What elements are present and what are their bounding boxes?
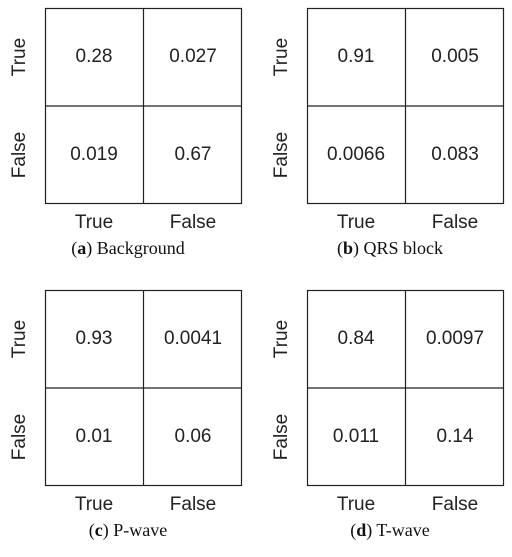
cell-true-true: 0.91	[337, 46, 375, 67]
cell-false-true: 0.0066	[326, 144, 386, 165]
panel-caption: (b) QRS block	[336, 238, 444, 258]
cell-false-false: 0.06	[174, 426, 212, 447]
panel-caption: (d) T-wave	[350, 520, 430, 540]
matrix-grid: 0.84 0.0097 0.011 0.14	[306, 289, 505, 487]
matrix-grid-lines	[44, 289, 243, 487]
confusion-matrix-panel-b: True False 0.91 0.005 0.0066 0.083 True …	[262, 0, 512, 275]
cell-false-true: 0.019	[70, 144, 118, 165]
row-label-false: False	[0, 388, 40, 486]
col-label-false: False	[431, 494, 479, 515]
row-label-false-text: False	[9, 413, 30, 461]
cell-true-true: 0.84	[337, 328, 375, 349]
confusion-matrix-panel-c: True False 0.93 0.0041 0.01 0.06 True Fa…	[0, 282, 256, 557]
col-label-true: True	[74, 494, 114, 515]
row-label-false: False	[0, 106, 40, 204]
caption-text: P-wave	[113, 520, 168, 540]
matrix-grid-lines	[306, 7, 505, 205]
col-label-true: True	[336, 212, 376, 233]
row-label-true: True	[262, 8, 302, 106]
col-label-true: True	[336, 494, 376, 515]
cell-false-true: 0.011	[332, 426, 380, 447]
caption-text: T-wave	[376, 520, 430, 540]
cell-true-false: 0.0097	[425, 328, 485, 349]
row-label-false: False	[262, 388, 302, 486]
cell-false-false: 0.14	[436, 426, 474, 447]
matrix-grid: 0.91 0.005 0.0066 0.083	[306, 7, 505, 205]
row-label-false: False	[262, 106, 302, 204]
col-label-false: False	[431, 212, 479, 233]
cell-true-false: 0.027	[169, 46, 217, 67]
cell-true-false: 0.005	[431, 46, 479, 67]
panel-caption: (a) Background	[71, 238, 185, 258]
cell-false-false: 0.083	[431, 144, 479, 165]
row-label-true: True	[0, 290, 40, 388]
matrix-grid: 0.93 0.0041 0.01 0.06	[44, 289, 243, 487]
col-label-false: False	[169, 212, 217, 233]
caption-letter: d	[356, 520, 367, 540]
cell-true-true: 0.28	[75, 46, 113, 67]
row-label-false-text: False	[271, 131, 292, 179]
caption-letter: b	[342, 238, 353, 258]
confusion-matrix-panel-a: True False 0.28 0.027 0.019 0.67 True Fa…	[0, 0, 256, 275]
col-label-true: True	[74, 212, 114, 233]
cell-false-false: 0.67	[174, 144, 212, 165]
caption-letter: a	[77, 238, 87, 258]
row-label-true: True	[0, 8, 40, 106]
row-label-false-text: False	[9, 131, 30, 179]
col-label-false: False	[169, 494, 217, 515]
cell-false-true: 0.01	[75, 426, 113, 447]
panel-caption: (c) P-wave	[88, 520, 168, 540]
row-label-true-text: True	[9, 37, 30, 77]
matrix-grid-lines	[306, 289, 505, 487]
matrix-grid: 0.28 0.027 0.019 0.67	[44, 7, 243, 205]
caption-text: Background	[96, 238, 185, 258]
caption-text: QRS block	[363, 238, 444, 258]
row-label-true-text: True	[9, 319, 30, 359]
row-label-true-text: True	[271, 37, 292, 77]
confusion-matrix-panel-d: True False 0.84 0.0097 0.011 0.14 True F…	[262, 282, 512, 557]
row-label-true-text: True	[271, 319, 292, 359]
cell-true-false: 0.0041	[163, 328, 223, 349]
matrix-grid-lines	[44, 7, 243, 205]
row-label-true: True	[262, 290, 302, 388]
cell-true-true: 0.93	[75, 328, 113, 349]
row-label-false-text: False	[271, 413, 292, 461]
caption-letter: c	[94, 520, 103, 540]
